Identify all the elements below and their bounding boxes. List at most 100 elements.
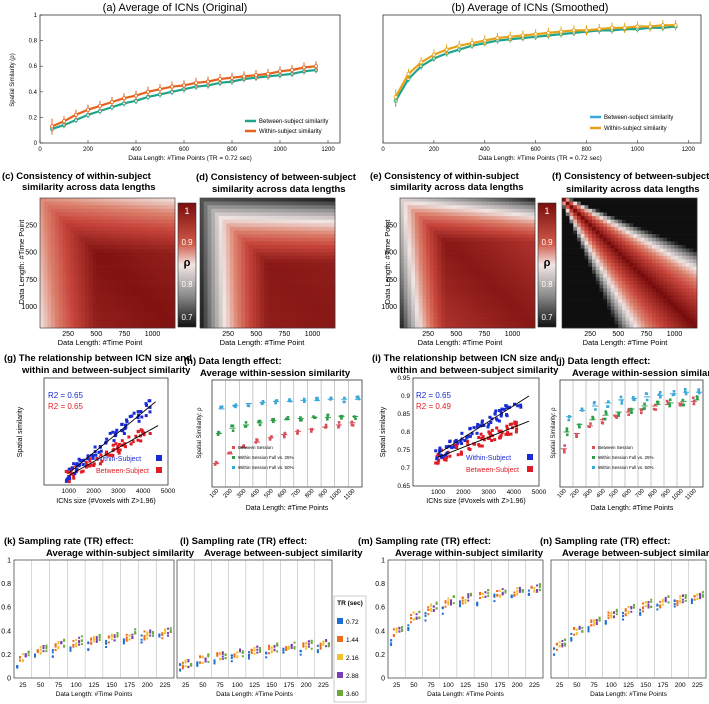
heatmap-cell <box>411 248 416 253</box>
heatmap-cell <box>629 277 634 282</box>
heatmap-cell <box>430 205 435 210</box>
heatmap-cell <box>584 320 589 325</box>
heatmap-cell <box>271 241 276 246</box>
heatmap-cell <box>47 324 52 329</box>
heatmap-cell <box>103 226 108 231</box>
heatmap-cell <box>163 299 168 304</box>
heatmap-cell <box>422 208 427 213</box>
heatmap-cell <box>230 208 235 213</box>
heatmap-cell <box>230 295 235 300</box>
heatmap-cell <box>256 295 261 300</box>
heatmap-cell <box>275 201 280 206</box>
heatmap-cell <box>471 277 476 282</box>
heatmap-cell <box>160 201 165 206</box>
heatmap-cell <box>167 302 172 307</box>
heatmap-cell <box>100 201 105 206</box>
data-point <box>241 74 246 79</box>
heatmap-cell <box>137 212 142 217</box>
heatmap-cell <box>111 212 116 217</box>
heatmap-cell <box>111 205 116 210</box>
heatmap-cell <box>66 208 71 213</box>
heatmap-cell <box>51 212 56 217</box>
heatmap-cell <box>107 263 112 267</box>
heatmap-cell <box>145 288 150 293</box>
heatmap-cell <box>133 248 138 253</box>
heatmap-cell <box>512 299 517 304</box>
heatmap-cell <box>618 208 623 213</box>
heatmap-cell <box>471 259 476 264</box>
heatmap-cell <box>610 219 615 224</box>
heatmap-cell <box>263 284 268 289</box>
heatmap-cell <box>88 284 93 289</box>
heatmap-cell <box>271 255 276 260</box>
heatmap-cell <box>226 320 231 325</box>
heatmap-cell <box>603 266 608 271</box>
heatmap-cell <box>603 263 608 267</box>
heatmap-cell <box>70 281 75 285</box>
heatmap-cell <box>331 237 336 242</box>
heatmap-cell <box>85 270 90 275</box>
heatmap-cell <box>126 317 131 322</box>
heatmap-cell <box>263 291 268 296</box>
heatmap-cell <box>482 216 487 220</box>
heatmap-cell <box>316 306 321 311</box>
heatmap-cell <box>100 198 105 202</box>
heatmap-cell <box>203 212 208 217</box>
heatmap-cell <box>133 223 138 228</box>
heatmap-cell <box>141 208 146 213</box>
heatmap-cell <box>644 216 649 220</box>
heatmap-cell <box>70 313 75 318</box>
heatmap-cell <box>118 237 123 242</box>
heatmap-cell <box>241 263 246 267</box>
heatmap-cell <box>486 309 491 314</box>
heatmap-cell <box>584 219 589 224</box>
heatmap-cell <box>163 219 168 224</box>
heatmap-cell <box>301 248 306 253</box>
heatmap-cell <box>467 306 472 311</box>
heatmap-cell <box>573 216 578 220</box>
heatmap-cell <box>580 223 585 228</box>
heatmap-cell <box>505 317 510 322</box>
heatmap-cell <box>508 230 513 235</box>
heatmap-cell <box>569 309 574 314</box>
heatmap-cell <box>70 212 75 217</box>
heatmap-cell <box>275 309 280 314</box>
heatmap-cell <box>218 291 223 296</box>
heatmap-cell <box>167 309 172 314</box>
heatmap-cell <box>282 309 287 314</box>
heatmap-cell <box>437 241 442 246</box>
heatmap-cell <box>290 205 295 210</box>
heatmap-cell <box>403 244 408 249</box>
heatmap-cell <box>520 270 525 275</box>
heatmap-cell <box>460 248 465 253</box>
heatmap-cell <box>599 320 604 325</box>
heatmap-cell <box>218 270 223 275</box>
heatmap-cell <box>463 255 468 260</box>
heatmap-cell <box>415 309 420 314</box>
heatmap-cell <box>640 270 645 275</box>
heatmap-cell <box>482 259 487 264</box>
heatmap-cell <box>133 226 138 231</box>
heatmap-cell <box>411 212 416 217</box>
heatmap-cell <box>573 205 578 210</box>
heatmap-cell <box>222 277 227 282</box>
legend-within: Within-subject similarity <box>259 129 322 135</box>
heatmap-cell <box>152 205 157 210</box>
heatmap-cell <box>501 230 506 235</box>
heatmap-cell <box>256 273 261 278</box>
heatmap-cell <box>599 281 604 285</box>
heatmap-cell <box>248 208 253 213</box>
heatmap-cell <box>290 259 295 264</box>
heatmap-cell <box>133 201 138 206</box>
heatmap-cell <box>233 313 238 318</box>
heatmap-cell <box>248 248 253 253</box>
heatmap-cell <box>211 324 216 329</box>
heatmap-cell <box>426 219 431 224</box>
heatmap-cell <box>625 288 630 293</box>
heatmap-cell <box>523 230 528 235</box>
heatmap-cell <box>640 201 645 206</box>
heatmap-cell <box>625 208 630 213</box>
heatmap-cell <box>271 266 276 271</box>
heatmap-cell <box>441 208 446 213</box>
heatmap-cell <box>137 259 142 264</box>
